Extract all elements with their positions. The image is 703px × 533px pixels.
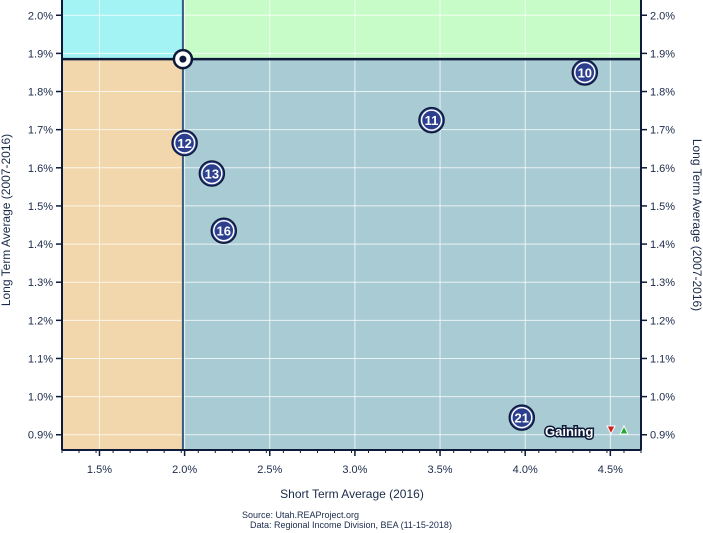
gaining-label: Gaining [545,424,593,439]
y-right-tick-label: 1.2% [650,315,675,327]
reference-lines [62,0,641,450]
data-point-label: 21 [515,411,529,426]
y-left-tick-label: 1.8% [28,87,53,99]
data-point-marker [418,106,445,134]
x-tick-label: 4.5% [598,464,623,476]
data-credit: Data: Regional Income Division, BEA (11-… [250,520,452,530]
data-point-label: 11 [425,113,439,128]
y-axis-left-ticks: 0.9% 1.0% 1.1% 1.2% 1.3% 1.4% 1.5% 1.6% 1.7% 1.8%… [28,10,62,442]
y-left-tick-label: 2.0% [28,10,53,22]
y-right-tick-label: 1.1% [650,353,675,365]
source-credit: Source: Utah.REAProject.org [242,510,360,520]
y-left-tick-label: 1.2% [28,315,53,327]
y-left-tick-label: 1.4% [28,239,53,251]
data-point-marker [571,59,599,86]
arrow-down-icon [606,425,616,436]
reference-marker-center [179,55,187,63]
y-left-tick-label: 1.9% [28,48,53,60]
data-point-marker [508,404,536,431]
data-point-marker [198,160,226,187]
y-right-tick-label: 1.7% [650,125,675,137]
x-axis-title: Short Term Average (2016) [280,487,424,501]
y-axis-left-title: Long Term Average (2007-2016) [0,134,13,306]
data-point: 21 [508,404,536,431]
arrow-up-icon [619,424,629,435]
y-right-tick-label: 1.9% [650,48,675,60]
y-left-tick-label: 1.6% [28,163,53,175]
y-left-tick-label: 0.9% [28,430,53,442]
data-point-ring [213,219,235,242]
y-left-tick-label: 1.1% [28,353,53,365]
y-axis-right-ticks: 0.9% 1.0% 1.1% 1.2% 1.3% 1.4% 1.5% 1.6% 1.7% 1.8%… [641,10,675,442]
data-point: 16 [210,217,238,244]
quadrant-top-left [62,0,183,60]
gaining-legend: Gaining [544,423,629,441]
x-tick-label: 2.5% [257,464,282,476]
y-right-tick-label: 1.8% [650,87,675,99]
quadrant-backgrounds [62,0,642,450]
y-right-tick-label: 1.3% [650,277,675,289]
y-left-tick-label: 1.5% [28,201,53,213]
y-left-tick-label: 1.3% [28,277,53,289]
data-point: 11 [418,106,445,134]
data-point-label: 10 [578,65,592,80]
y-right-tick-label: 1.6% [650,163,675,175]
x-tick-label: 2.0% [172,464,197,476]
y-left-tick-label: 1.0% [28,392,53,404]
y-right-tick-label: 1.4% [650,239,675,251]
x-axis-ticks: 1.5% 2.0% 2.5% 3.0% 3.5% 4.0% 4.5% [61,450,642,476]
data-point-ring [173,132,196,154]
y-right-tick-label: 2.0% [650,10,675,22]
quadrant-bottom-left [62,59,183,450]
data-point-marker [171,129,198,157]
quadrant-top-right [182,0,642,60]
y-left-tick-label: 1.7% [28,125,53,137]
data-points: 10 11 12 13 16 21 [171,59,599,431]
data-point-label: 13 [205,167,219,182]
y-right-tick-label: 0.9% [650,430,675,442]
data-point-label: 16 [217,224,231,239]
data-point-ring [420,109,443,131]
x-tick-label: 4.0% [513,464,538,476]
data-point-ring [201,162,223,185]
y-right-tick-label: 1.0% [650,392,675,404]
y-axis-right-title: Long Term Average (2007-2016) [690,139,703,311]
grid-lines [62,0,641,450]
data-point-ring [511,406,533,429]
data-point: 13 [198,160,226,187]
x-tick-label: 3.0% [342,464,367,476]
data-point-ring [574,61,596,84]
x-tick-label: 1.5% [87,464,112,476]
data-point-label: 12 [177,136,191,151]
y-right-tick-label: 1.5% [650,201,675,213]
quadrant-bottom-right [182,59,642,450]
x-tick-label: 3.5% [428,464,453,476]
data-point: 10 [571,59,599,86]
data-point-marker [210,217,238,244]
data-point: 12 [171,129,198,157]
